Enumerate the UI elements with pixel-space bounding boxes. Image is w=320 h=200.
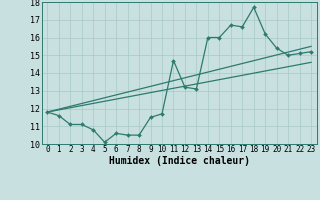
X-axis label: Humidex (Indice chaleur): Humidex (Indice chaleur) [109,156,250,166]
